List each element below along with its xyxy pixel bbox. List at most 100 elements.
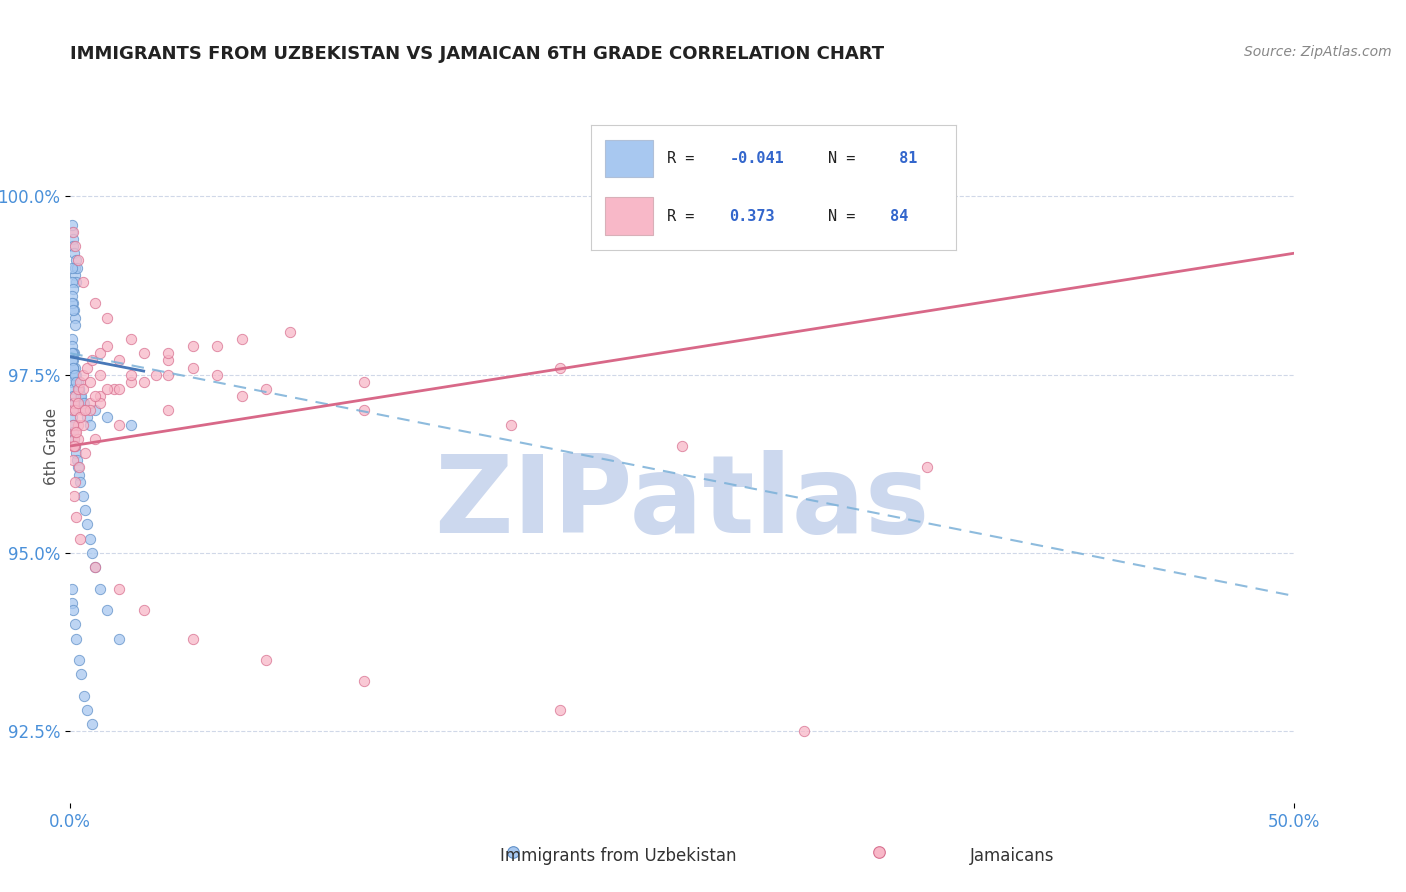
Point [60,260,83,275]
Point [63,439,86,453]
Point [502,845,524,859]
Point [108,582,131,596]
Text: R =: R = [668,209,713,224]
Point [63,432,86,446]
Point [181,632,204,646]
Point [254,653,277,667]
Point [83,560,105,574]
Point [60,410,83,425]
Point [65,446,87,460]
Point [63,389,86,403]
Point [66,460,89,475]
Point [72,368,94,382]
Y-axis label: 6th Grade: 6th Grade [44,408,59,484]
Point [108,417,131,432]
Point [73,689,96,703]
Point [79,532,101,546]
Point [62,382,84,396]
Point [89,389,111,403]
Point [353,375,375,389]
Point [60,403,83,417]
Point [65,375,87,389]
Text: Jamaicans: Jamaicans [970,847,1054,865]
Point [63,439,86,453]
Point [60,368,83,382]
Point [83,432,105,446]
Point [76,517,98,532]
Point [76,410,98,425]
Point [96,410,118,425]
Point [67,460,90,475]
Point [915,460,938,475]
Point [66,260,89,275]
Point [67,653,90,667]
Point [89,346,111,360]
Point [280,325,302,339]
Text: Source: ZipAtlas.com: Source: ZipAtlas.com [1244,45,1392,59]
Point [72,382,94,396]
Point [62,453,84,467]
Point [63,368,86,382]
Point [145,368,167,382]
Point [63,475,86,489]
Point [671,439,693,453]
Point [69,410,91,425]
Point [108,382,131,396]
Point [82,717,104,731]
Point [76,703,98,717]
Point [60,289,83,303]
Point [63,425,86,439]
Point [548,703,571,717]
FancyBboxPatch shape [605,197,652,235]
Point [96,339,118,353]
Point [60,218,83,232]
Point [60,346,83,360]
Text: Immigrants from Uzbekistan: Immigrants from Uzbekistan [501,847,737,865]
Point [63,260,86,275]
Point [60,582,83,596]
Point [73,446,96,460]
Point [73,396,96,410]
Point [62,303,84,318]
Point [121,375,143,389]
Point [69,389,91,403]
Point [63,310,86,325]
Point [96,310,118,325]
Point [108,632,131,646]
Point [79,403,101,417]
Point [205,368,228,382]
Point [72,489,94,503]
Point [60,275,83,289]
Point [72,403,94,417]
Point [65,253,87,268]
Point [89,582,111,596]
Point [66,396,89,410]
Point [73,403,96,417]
Point [83,296,105,310]
Point [63,346,86,360]
FancyBboxPatch shape [605,140,652,178]
Point [73,503,96,517]
Point [65,510,87,524]
Point [83,560,105,574]
Point [66,432,89,446]
Point [132,603,155,617]
Point [157,346,180,360]
Point [63,360,86,375]
Point [60,332,83,346]
Point [62,232,84,246]
Point [62,239,84,253]
Point [499,417,522,432]
Point [79,396,101,410]
Point [353,674,375,689]
Text: ZIPatlas: ZIPatlas [434,450,929,556]
Point [63,246,86,260]
Point [121,368,143,382]
Point [132,375,155,389]
Point [76,360,98,375]
Point [181,339,204,353]
Point [157,403,180,417]
Text: 81: 81 [890,151,918,166]
Point [548,360,571,375]
Point [62,417,84,432]
